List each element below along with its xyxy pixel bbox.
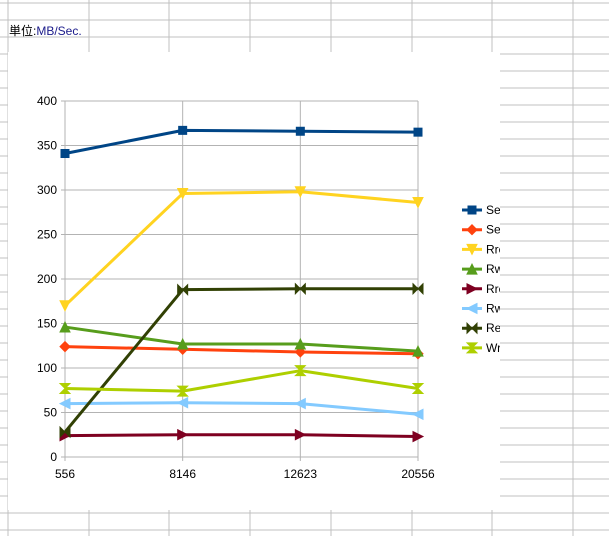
data-point: [58, 397, 71, 410]
legend-marker: [466, 321, 478, 335]
data-point: [412, 430, 425, 443]
legend-label: Rread512k: [486, 242, 500, 256]
y-tick-label: 0: [50, 450, 57, 464]
data-point: [294, 397, 306, 410]
y-tick-label: 150: [37, 317, 57, 331]
y-tick-label: 400: [37, 94, 57, 108]
y-tick-label: 300: [37, 183, 57, 197]
data-point: [58, 382, 72, 394]
data-point: [294, 186, 307, 198]
data-point: [176, 188, 189, 200]
unit-label-value: MB/Sec.: [36, 24, 82, 38]
legend-marker: [466, 243, 478, 256]
chart-svg: 0 50 100 150 200 250 300 350 400 556 8146 12623 2055…: [37, 94, 562, 481]
legend-label: Seq.Write: [486, 223, 500, 237]
legend-label: Rwrite512k: [486, 262, 500, 276]
data-point: [294, 337, 307, 350]
series-line-rwrite4k: [64, 401, 419, 416]
data-point: [178, 125, 188, 135]
series-line-seq-write: [64, 345, 419, 356]
legend-marker: [467, 205, 477, 215]
y-tick-label: 50: [44, 406, 58, 420]
data-point: [60, 149, 70, 159]
data-point: [411, 382, 425, 394]
line-chart[interactable]: 0 50 100 150 200 250 300 350 400 556 8146 12623 2055…: [8, 52, 562, 510]
data-point: [294, 428, 307, 441]
data-point: [412, 344, 424, 357]
data-point: [59, 320, 71, 333]
y-tick-label: 350: [37, 139, 57, 153]
unit-label: 単位:MB/Sec.: [9, 22, 82, 39]
y-tick-label: 250: [37, 228, 57, 242]
legend-marker: [466, 262, 478, 275]
series-line-write4k-qd32: [64, 369, 419, 393]
data-point: [295, 126, 305, 136]
data-point: [294, 346, 307, 358]
x-tick-label: 8146: [169, 467, 196, 481]
data-point: [177, 283, 189, 296]
legend-marker: [465, 302, 478, 315]
series-line-rread512k: [63, 190, 419, 307]
legend-marker: [466, 223, 478, 236]
data-point: [176, 337, 189, 350]
data-point: [177, 428, 189, 441]
x-tick-label: 556: [55, 467, 75, 481]
legend-label: Rread4k: [486, 282, 500, 296]
data-point: [413, 127, 423, 137]
data-point: [59, 425, 71, 439]
data-point: [294, 282, 306, 295]
legend-label: Seq.Read: [486, 203, 500, 217]
legend-marker: [466, 282, 479, 295]
data-point: [412, 196, 424, 209]
data-point: [294, 365, 307, 377]
series-line-rread4k: [64, 433, 419, 439]
y-tick-label: 100: [37, 361, 57, 375]
data-point: [176, 385, 189, 397]
y-tick-label: 200: [37, 272, 57, 286]
data-point: [411, 408, 424, 421]
data-point: [412, 282, 424, 295]
series-line-seq-read: [64, 128, 419, 155]
series-line-read4k-qd32: [63, 287, 418, 434]
series-line-rwrite512k: [64, 325, 419, 353]
legend-label: Rwrite4k: [486, 302, 500, 316]
data-point: [59, 300, 71, 312]
legend-marker: [465, 342, 479, 354]
legend-label: Write4k QD32: [486, 341, 500, 355]
legend-label: Read4k QD32: [486, 321, 500, 335]
data-point: [176, 396, 189, 409]
x-tick-label: 12623: [284, 467, 318, 481]
x-tick-label: 20556: [401, 467, 435, 481]
unit-label-prefix: 単位:: [9, 24, 37, 38]
data-point: [59, 340, 71, 353]
